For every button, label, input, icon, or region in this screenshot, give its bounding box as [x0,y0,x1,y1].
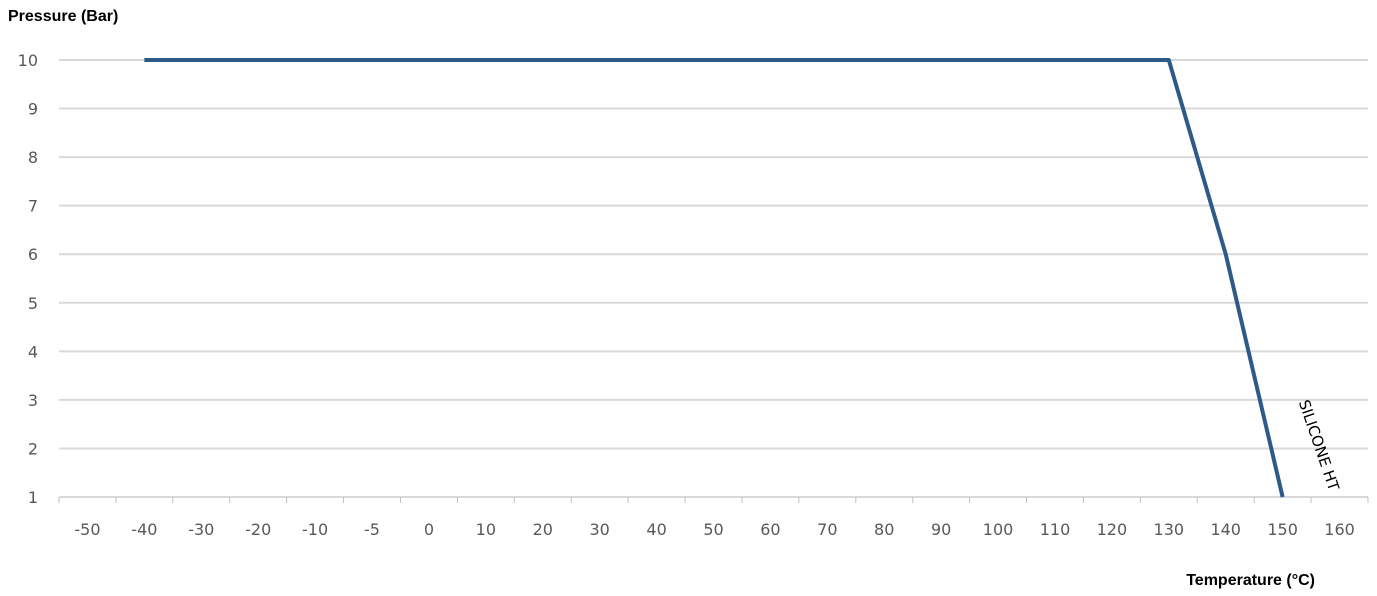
x-tick-label: 150 [1267,520,1298,539]
y-tick-labels: 1 2 3 4 5 6 7 8 9 10 [18,51,38,507]
x-tick-label: 30 [589,520,609,539]
x-tick-label: 70 [817,520,837,539]
x-axis-ticks [58,497,1369,503]
gridlines [59,59,1368,498]
y-tick-label: 5 [28,294,38,313]
x-tick-label: 20 [533,520,553,539]
series-layer [144,58,1285,498]
x-tick-label: 130 [1154,520,1185,539]
series-label: SILICONE HT [1295,397,1343,493]
x-tick-label: -20 [245,520,271,539]
x-tick-label: 10 [476,520,496,539]
x-tick-label: -5 [364,520,380,539]
x-tick-label: 0 [424,520,434,539]
y-tick-label: 2 [28,439,38,458]
x-tick-label: -50 [74,520,100,539]
x-tick-label: 80 [874,520,894,539]
x-axis-title: Temperature (°C) [1186,572,1315,589]
x-tick-label: 140 [1210,520,1241,539]
x-tick-label: -10 [302,520,328,539]
x-tick-label: 100 [983,520,1014,539]
y-tick-label: 8 [28,148,38,167]
x-tick-label: 40 [646,520,666,539]
x-tick-label: -30 [188,520,214,539]
x-tick-labels: -50 -40 -30 -20 -10 -5 0 10 20 30 40 50 60 70 80 90 100 1… [74,520,1354,539]
x-tick-label: 110 [1040,520,1071,539]
y-tick-label: 10 [18,51,38,70]
y-tick-label: 6 [28,245,38,264]
x-tick-label: 60 [760,520,780,539]
x-tick-label: 160 [1324,520,1355,539]
annotations: SILICONE HT [1295,397,1343,493]
y-tick-label: 7 [28,197,38,216]
x-tick-label: -40 [131,520,157,539]
series-line [144,58,1285,498]
x-tick-label: 120 [1097,520,1128,539]
x-tick-label: 90 [931,520,951,539]
y-tick-label: 1 [28,488,38,507]
y-tick-label: 9 [28,100,38,119]
x-tick-label: 50 [703,520,723,539]
y-tick-label: 3 [28,391,38,410]
y-axis-title: Pressure (Bar) [8,8,119,25]
y-tick-label: 4 [28,342,38,361]
